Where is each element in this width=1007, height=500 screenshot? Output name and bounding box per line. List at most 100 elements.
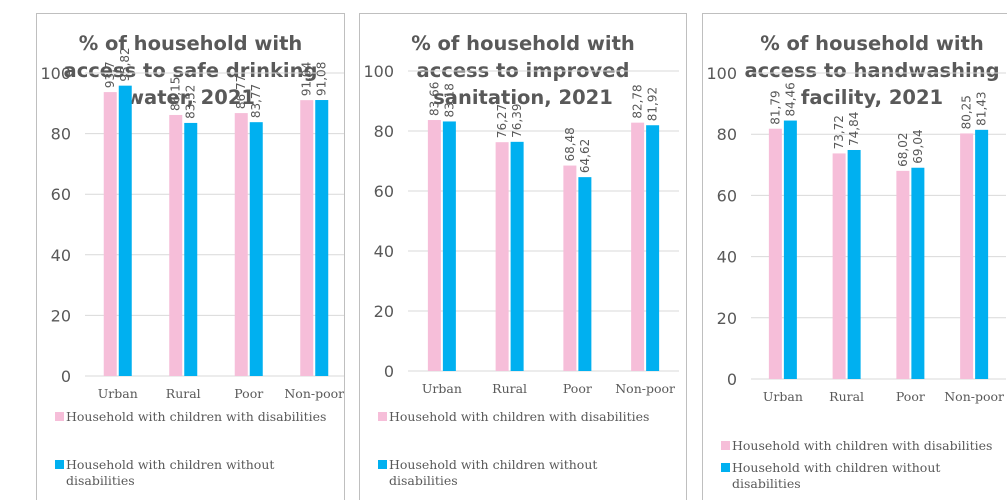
legend-label: Household with children without disabili… <box>66 457 275 488</box>
data-label: 91,08 <box>315 62 329 96</box>
bar <box>118 85 132 376</box>
x-category-label: Rural <box>829 389 864 404</box>
bar <box>427 120 441 372</box>
data-label: 93,7 <box>103 61 117 88</box>
data-label: 84,46 <box>783 82 797 116</box>
bar-chart: 0 20 40 60 80 100 83,66 83,18 Urban 76,27 76,39 Rur… <box>363 62 679 396</box>
legend-item-without-disabilities: Household with children without disabili… <box>55 457 300 489</box>
data-label: 81,92 <box>646 87 660 121</box>
bar <box>234 113 248 376</box>
data-label: 83,18 <box>442 83 456 117</box>
y-tick-label: 60 <box>51 185 71 204</box>
legend-item-with-disabilities: Household with children with disabilitie… <box>378 409 686 425</box>
x-category-label: Poor <box>563 381 592 396</box>
bar <box>768 128 782 379</box>
bar <box>960 133 974 379</box>
x-category-label: Non-poor <box>615 381 675 396</box>
data-label: 68,02 <box>896 132 910 166</box>
y-tick-label: 0 <box>61 367 71 386</box>
x-category-label: Poor <box>896 389 925 404</box>
bar <box>896 170 910 379</box>
x-category-label: Non-poor <box>284 386 344 401</box>
legend-swatch-pink <box>721 441 730 450</box>
data-label: 82,78 <box>631 84 645 118</box>
data-label: 81,43 <box>975 91 989 125</box>
y-tick-label: 20 <box>374 302 394 321</box>
x-category-label: Urban <box>422 381 462 396</box>
data-label: 64,62 <box>578 139 592 173</box>
bar <box>184 122 198 376</box>
data-label: 95,82 <box>118 47 132 81</box>
y-tick-label: 100 <box>363 62 394 81</box>
y-tick-label: 80 <box>51 125 71 144</box>
chart-title: % of household with access to safe drink… <box>63 32 318 109</box>
y-tick-label: 20 <box>51 306 71 325</box>
y-tick-label: 80 <box>374 122 394 141</box>
y-tick-label: 80 <box>717 125 737 144</box>
bar <box>975 129 989 379</box>
x-category-label: Poor <box>234 386 263 401</box>
bar <box>646 125 660 372</box>
x-category-label: Urban <box>763 389 803 404</box>
bar <box>249 122 263 376</box>
bar <box>832 153 846 379</box>
legend-label: Household with children without disabili… <box>732 460 941 491</box>
data-label: 74,84 <box>847 112 861 146</box>
legend-swatch-pink <box>378 412 387 421</box>
legend-item-without-disabilities: Household with children without disabili… <box>378 457 623 489</box>
x-category-label: Non-poor <box>944 389 1004 404</box>
legend-label: Household with children with disabilitie… <box>66 409 327 424</box>
bar-chart: 0 20 40 60 80 100 81,79 84,46 Urban 73,72 74,84 Rur… <box>706 64 1006 404</box>
bar-chart: 0 20 40 60 80 100 93,7 95,82 Urban 86,15 83,52 Rura… <box>40 47 344 401</box>
bar <box>783 120 797 379</box>
chart-panel-handwashing: % of household with access to handwashin… <box>702 13 1007 500</box>
bar <box>442 121 456 372</box>
chart-panel-drinking-water: % of household with access to safe drink… <box>36 13 345 500</box>
bar <box>315 100 329 377</box>
data-label: 80,25 <box>960 95 974 129</box>
y-tick-label: 40 <box>51 246 71 265</box>
data-label: 76,27 <box>495 104 509 138</box>
y-tick-label: 60 <box>374 182 394 201</box>
data-label: 73,72 <box>832 115 846 149</box>
data-label: 69,04 <box>911 129 925 163</box>
y-tick-label: 60 <box>717 186 737 205</box>
x-category-label: Urban <box>98 386 138 401</box>
data-label: 86,77 <box>234 75 248 109</box>
data-label: 83,52 <box>184 85 198 119</box>
y-tick-label: 100 <box>706 64 737 83</box>
legend-item-with-disabilities: Household with children with disabilitie… <box>55 409 344 425</box>
legend-item-with-disabilities: Household with children with disabilitie… <box>721 438 1007 454</box>
y-tick-label: 100 <box>40 64 71 83</box>
bar <box>563 165 577 371</box>
chart-panel-sanitation: % of household with access to improved s… <box>359 13 687 500</box>
bar <box>578 177 592 371</box>
bar <box>911 167 925 379</box>
bar <box>300 100 314 376</box>
data-label: 86,15 <box>169 77 183 111</box>
legend-item-without-disabilities: Household with children without disabili… <box>721 460 966 492</box>
data-label: 83,66 <box>427 82 441 116</box>
bar <box>169 114 183 376</box>
legend-swatch-blue <box>378 460 387 469</box>
data-label: 91,04 <box>300 62 314 96</box>
bar <box>847 149 861 379</box>
legend-swatch-blue <box>721 463 730 472</box>
bar <box>510 141 524 371</box>
data-label: 83,77 <box>249 84 263 118</box>
data-label: 68,48 <box>563 127 577 161</box>
y-tick-label: 0 <box>727 370 737 389</box>
y-tick-label: 40 <box>374 242 394 261</box>
legend-label: Household with children with disabilitie… <box>732 438 993 453</box>
data-label: 81,79 <box>768 90 782 124</box>
bar <box>103 92 117 377</box>
y-tick-label: 0 <box>384 362 394 381</box>
bar <box>495 142 509 371</box>
x-category-label: Rural <box>492 381 527 396</box>
legend-swatch-pink <box>55 412 64 421</box>
legend-label: Household with children without disabili… <box>389 457 598 488</box>
bar <box>631 122 645 371</box>
legend-label: Household with children with disabilitie… <box>389 409 650 424</box>
legend-swatch-blue <box>55 460 64 469</box>
chart-title: % of household with access to handwashin… <box>744 32 1000 109</box>
